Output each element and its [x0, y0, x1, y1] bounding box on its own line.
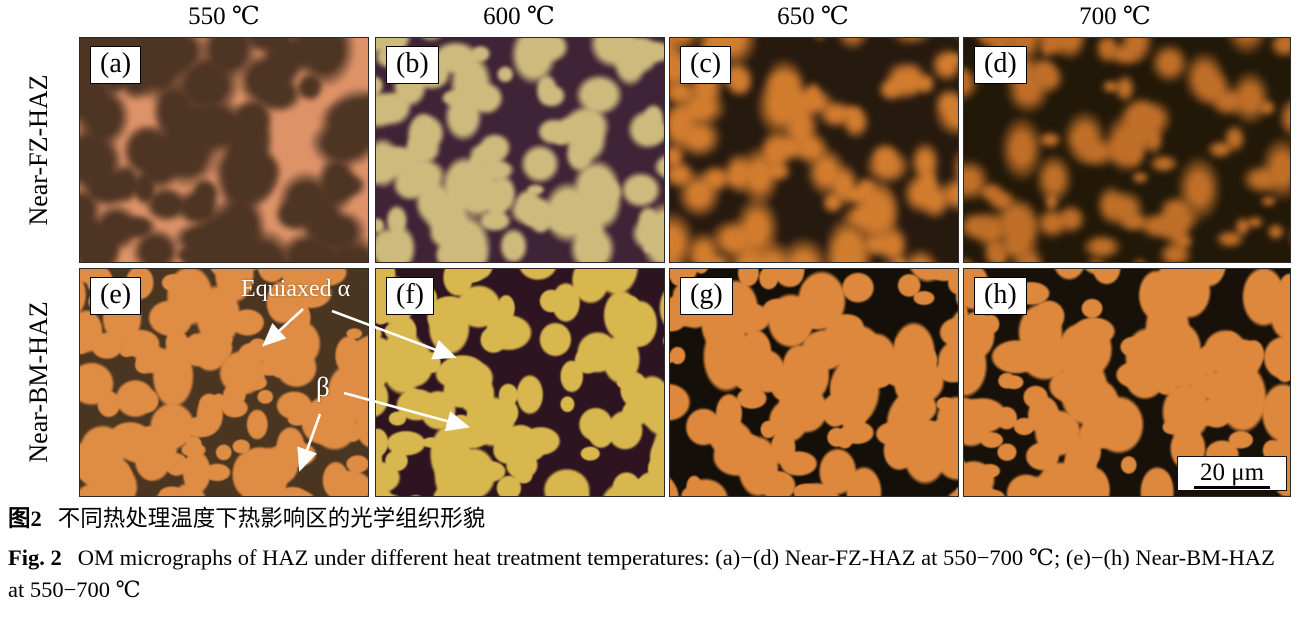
caption-chinese-text: 不同热处理温度下热影响区的光学组织形貌 [57, 506, 486, 531]
scale-bar-label: 20 μm [1199, 458, 1265, 486]
caption-english: Fig. 2 OM micrographs of HAZ under differ… [8, 542, 1292, 606]
panel-letter-b: (b) [386, 46, 439, 85]
panel-letter-h: (h) [974, 277, 1027, 316]
caption-chinese: 图2 不同热处理温度下热影响区的光学组织形貌 [8, 503, 1292, 535]
micrograph-panel-h: (h) 20 μm [963, 268, 1291, 497]
panel-letter-e: (e) [90, 277, 142, 316]
scale-bar: 20 μm [1177, 456, 1287, 491]
micrograph-panel-b: (b) [375, 37, 665, 263]
micrograph-texture [670, 38, 958, 262]
panel-letter-c: (c) [680, 46, 732, 85]
temp-label-600: 600 ℃ [483, 3, 555, 30]
temp-label-550: 550 ℃ [188, 3, 260, 30]
figure-captions: 图2 不同热处理温度下热影响区的光学组织形貌 Fig. 2 OM micrograp… [8, 503, 1292, 613]
caption-chinese-tag: 图2 [8, 506, 42, 531]
panel-letter-a: (a) [90, 46, 142, 85]
panel-letter-f: (f) [386, 277, 434, 316]
caption-english-tag: Fig. 2 [8, 544, 62, 570]
scale-bar-line [1194, 485, 1270, 489]
panel-letter-d: (d) [974, 46, 1027, 85]
micrograph-panel-f: (f) [375, 268, 665, 497]
row-label-near-fz-haz: Near-FZ-HAZ [24, 74, 53, 226]
micrograph-panel-g: (g) [669, 268, 959, 497]
micrograph-panel-c: (c) [669, 37, 959, 263]
temp-label-700: 700 ℃ [1079, 3, 1151, 30]
micrograph-panel-e: (e) [79, 268, 369, 497]
caption-english-text: OM micrographs of HAZ under different he… [8, 544, 1275, 602]
temp-label-650: 650 ℃ [777, 3, 849, 30]
row-label-near-bm-haz: Near-BM-HAZ [24, 301, 53, 463]
micrograph-panel-d: (d) [963, 37, 1291, 263]
micrograph-panel-a: (a) [79, 37, 369, 263]
panel-letter-g: (g) [680, 277, 733, 316]
